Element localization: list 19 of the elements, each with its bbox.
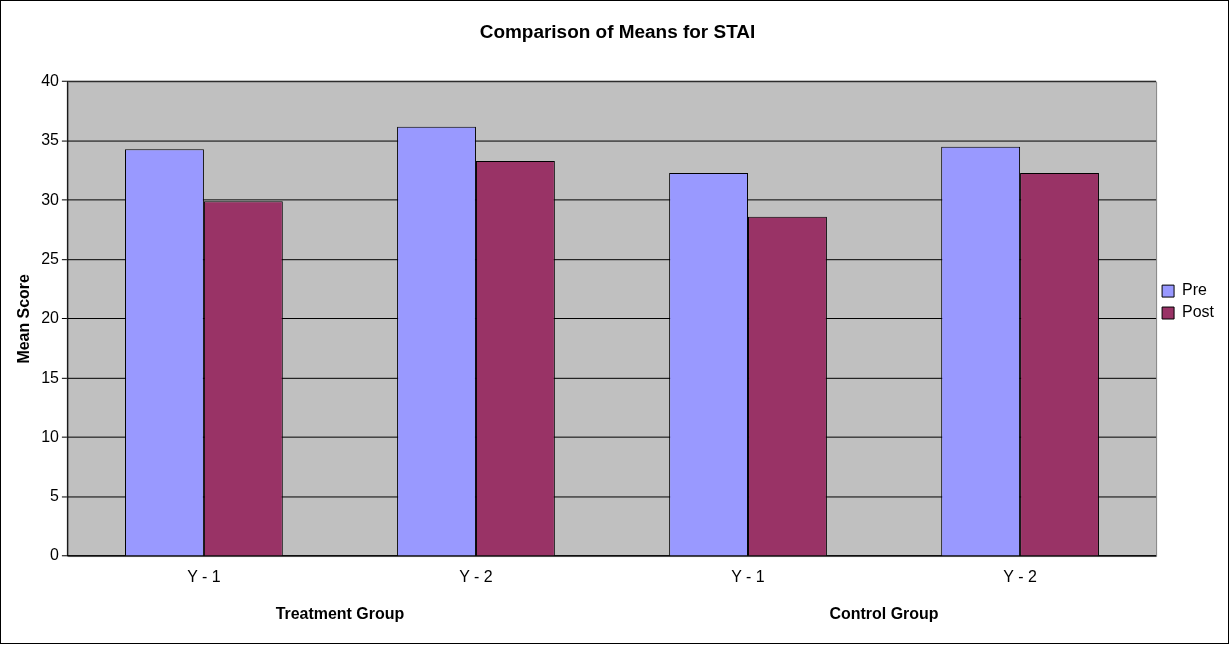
y-tick-label: 10 — [41, 427, 60, 445]
text: Control Group — [829, 605, 939, 623]
y-tick-label: 35 — [41, 131, 60, 149]
x-tick-label: Y - 2 — [459, 568, 493, 585]
x-tick-label: Y - 1 — [731, 568, 765, 585]
y-tick-label: 20 — [41, 309, 60, 327]
y-tick-label: 25 — [41, 249, 60, 267]
y-tick-label: 30 — [41, 190, 60, 208]
text: Treatment Group — [275, 605, 405, 623]
x-tick-label: Y - 1 — [187, 568, 221, 585]
y-tick-label: 5 — [50, 487, 60, 505]
x-tick-label: Y - 2 — [1003, 568, 1037, 585]
y-tick-label: 40 — [41, 71, 60, 89]
legend-label: Post — [1182, 303, 1215, 321]
chart-title: Comparison of Means for STAI — [479, 20, 756, 42]
legend-label: Pre — [1182, 281, 1208, 299]
y-tick-label: 15 — [41, 368, 60, 386]
y-tick-label: 0 — [50, 546, 60, 564]
y-axis-title: Mean Score — [14, 273, 32, 364]
